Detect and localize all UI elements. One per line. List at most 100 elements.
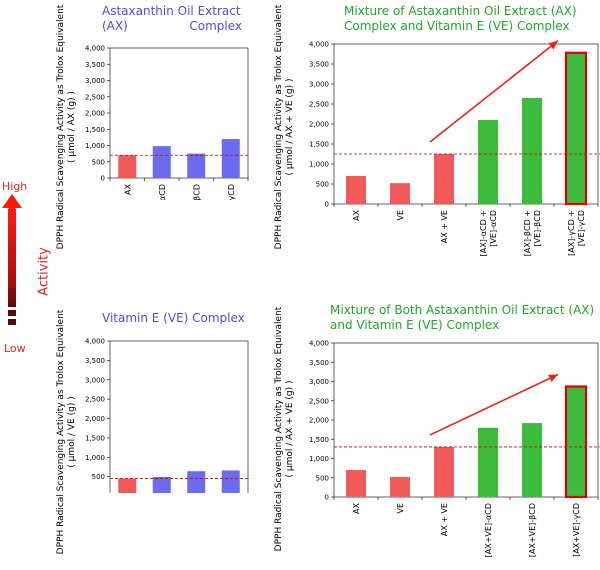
svg-text:[AX]-βCD +: [AX]-βCD + (523, 210, 532, 256)
panel1-chart: 0 500 1,000 1,500 2,000 2,500 3,000 3,500 4,000 A… (85, 45, 250, 200)
panel2-chart: 0 500 1,000 1,500 2,000 2,500 3,000 3,500 4,000 A… (309, 40, 600, 256)
y-tick-label: 0 (325, 201, 329, 209)
svg-text:[VE]-βCD: [VE]-βCD (533, 210, 542, 247)
y-tick-label: 2,500 (85, 93, 105, 101)
bar (152, 477, 171, 493)
plot-frame (109, 340, 249, 493)
plot-frame (333, 342, 599, 498)
y-tick-label: 4,000 (309, 41, 329, 49)
x-tick-label: [AX]-βCD + [VE]-βCD (523, 210, 542, 256)
bar (187, 471, 206, 493)
trend-arrow-head (548, 40, 558, 50)
y-tick-label: 1,500 (85, 434, 105, 442)
bar (434, 446, 454, 497)
plot-frame (333, 43, 599, 205)
svg-text:[AX]-γCD +: [AX]-γCD + (567, 210, 576, 256)
y-tick-label: 3,000 (85, 376, 105, 384)
svg-text:[AX]-γCD: [AX]-γCD (227, 184, 236, 200)
y-tick-label: 500 (92, 473, 105, 481)
bar (478, 120, 498, 204)
y-tick-label: 500 (316, 474, 329, 482)
bar (221, 139, 240, 178)
y-tick-label: 1,000 (309, 161, 329, 169)
svg-text:VE: VE (396, 210, 405, 221)
trend-arrow-line (429, 40, 559, 143)
y-tick-label: 2,000 (309, 417, 329, 425)
bar (152, 146, 171, 178)
y-tick-label: 1,500 (309, 436, 329, 444)
bar (187, 153, 206, 178)
y-tick-label: 0 (325, 494, 329, 502)
y-tick-label: 2,500 (85, 396, 105, 404)
x-tick-label: [AX+VE]-γCD (572, 503, 581, 557)
y-tick-label: 2,000 (85, 110, 105, 118)
y-tick-label: 1,500 (309, 141, 329, 149)
activity-arrow-icon (2, 194, 22, 325)
x-tick-label: AX + VE (440, 503, 449, 536)
y-tick-label: 4,000 (85, 338, 105, 346)
trend-arrow-line (429, 373, 559, 436)
x-tick-label: [AX]-γCD (227, 184, 236, 200)
bar (434, 154, 454, 204)
svg-text:[VE]-αCD: [VE]-αCD (489, 210, 498, 247)
x-tick-label: AX + VE (440, 210, 449, 243)
svg-text:AX + VE: AX + VE (440, 503, 449, 536)
bar (564, 51, 588, 206)
trend-arrow-head (548, 374, 558, 382)
x-tick-label: [AX]-γCD + [VE]-γCD (567, 210, 586, 256)
y-tick-label: 1,000 (85, 142, 105, 150)
y-tick-label: 4,000 (309, 340, 329, 348)
y-tick-label: 2,500 (309, 101, 329, 109)
svg-text:AX: AX (352, 502, 361, 513)
x-tick-label: [AX]-αCD + [VE]-αCD (479, 210, 498, 256)
bar (522, 98, 542, 204)
y-tick-label: 3,500 (309, 359, 329, 367)
y-tick-label: 3,000 (85, 77, 105, 85)
x-tick-label: VE (396, 503, 405, 514)
x-tick-label: AX (352, 502, 361, 513)
svg-text:[AX]-αCD: [AX]-αCD (158, 184, 167, 200)
bar (118, 478, 137, 493)
x-tick-label: [AX]-βCD (192, 184, 201, 200)
svg-text:[AX+VE]-γCD: [AX+VE]-γCD (572, 503, 581, 557)
y-tick-label: 500 (92, 158, 105, 166)
bar (346, 470, 366, 497)
svg-text:[AX+VE]-βCD: [AX+VE]-βCD (528, 503, 537, 557)
svg-text:VE: VE (396, 503, 405, 514)
y-tick-label: 3,500 (85, 61, 105, 69)
panel2-title: Mixture of Astaxanthin Oil Extract (AX) … (344, 4, 577, 33)
svg-text:[AX]-αCD +: [AX]-αCD + (479, 210, 488, 256)
svg-text:[AX+VE]-αCD: [AX+VE]-αCD (484, 503, 493, 557)
svg-text:AX: AX (123, 183, 132, 194)
y-tick-label: 0 (101, 175, 105, 183)
x-tick-label: AX (123, 183, 132, 194)
y-tick-label: 3,000 (309, 81, 329, 89)
y-tick-label: 3,500 (309, 61, 329, 69)
y-tick-label: 3,500 (85, 357, 105, 365)
x-tick-label: AX (352, 209, 361, 220)
y-tick-label: 2,000 (309, 121, 329, 129)
activity-axis-label: Activity (36, 247, 52, 296)
bar (564, 385, 588, 499)
y-tick-label: 4,000 (85, 45, 105, 53)
y-tick-label: 1,500 (85, 126, 105, 134)
bar (390, 183, 410, 204)
activity-low-label: Low (4, 342, 26, 355)
bar (478, 427, 498, 497)
y-tick-label: 1,000 (85, 454, 105, 462)
panel3-title: Vitamin E (VE) Complex (102, 311, 245, 325)
x-tick-label: VE (396, 210, 405, 221)
bar (522, 423, 542, 497)
svg-text:[AX]-βCD: [AX]-βCD (192, 184, 201, 200)
bar (221, 470, 240, 493)
activity-high-label: High (2, 180, 28, 193)
y-tick-label: 500 (316, 181, 329, 189)
panel4-chart: 0 500 1,000 1,500 2,000 2,500 3,000 3,500 4,000 A… (309, 340, 600, 557)
svg-text:[VE]-γCD: [VE]-γCD (577, 210, 586, 246)
bar (346, 176, 366, 204)
x-tick-label: [AX]-αCD (158, 184, 167, 200)
y-tick-label: 2,500 (309, 397, 329, 405)
svg-text:AX: AX (352, 209, 361, 220)
bar (118, 155, 137, 178)
